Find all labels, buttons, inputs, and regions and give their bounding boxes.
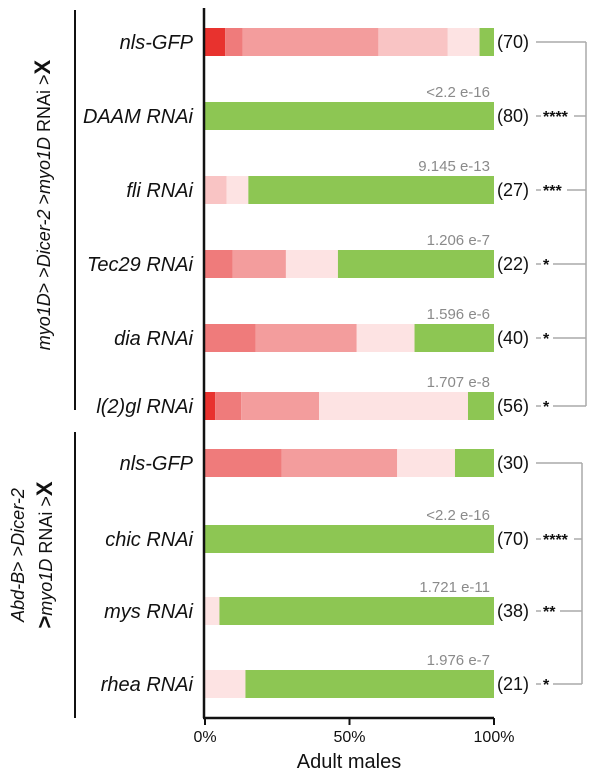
- count-label: (27): [497, 180, 529, 200]
- row-label: dia RNAi: [114, 328, 193, 350]
- bar-segment: [281, 449, 398, 477]
- bar-segment: [205, 250, 233, 278]
- bar-segment: [205, 176, 227, 204]
- significance-stars: *: [543, 677, 550, 694]
- row-label: chic RNAi: [105, 529, 193, 551]
- count-label: (38): [497, 601, 529, 621]
- bar-segment: [225, 28, 243, 56]
- row-label: rhea RNAi: [101, 674, 194, 696]
- bar-segment: [255, 324, 357, 352]
- row-label: DAAM RNAi: [83, 106, 194, 128]
- bar-segment: [378, 28, 448, 56]
- bar-segment: [241, 392, 320, 420]
- group-label-part: Dicer-2: [8, 488, 28, 546]
- group-label-2a: Abd-B> >Dicer-2: [8, 488, 28, 623]
- significance-stars: *: [543, 399, 550, 416]
- group-label-part: X: [30, 59, 55, 74]
- p-value-label: 9.145 e-13: [418, 158, 490, 175]
- significance-stars: ****: [543, 109, 569, 126]
- bar-segment: [205, 597, 220, 625]
- group-label-2b: >myo1D RNAi >X: [32, 481, 57, 628]
- significance-brackets: *****************: [536, 41, 587, 694]
- count-label: (40): [497, 328, 529, 348]
- bar-segment: [337, 250, 494, 278]
- bar-segment: [319, 392, 468, 420]
- count-label: (70): [497, 32, 529, 52]
- bar-segment: [219, 597, 494, 625]
- significance-stars: **: [543, 604, 556, 621]
- p-value-label: 1.976 e-7: [427, 652, 490, 669]
- bar-segment: [205, 449, 282, 477]
- group-label-1-text: myo1D> >Dicer-2 >myo1D RNAi >X: [30, 59, 55, 350]
- group-label-2b-text: >myo1D RNAi >X: [32, 481, 57, 628]
- row-label: fli RNAi: [126, 180, 193, 202]
- annotations: (70) (80) <2.2 e-16 (27) 9.145 e-13 (22) 1.206…: [418, 32, 529, 694]
- row-label: mys RNAi: [104, 601, 193, 623]
- bar-segment: [242, 28, 379, 56]
- count-label: (56): [497, 396, 529, 416]
- row-label: nls-GFP: [120, 32, 194, 54]
- group-label-2a-text: Abd-B> >Dicer-2: [8, 488, 28, 623]
- group-label-part: myo1D: [36, 559, 56, 616]
- p-value-label: 1.206 e-7: [427, 232, 490, 249]
- significance-stars: ***: [543, 183, 562, 200]
- bars: [205, 28, 494, 698]
- group-label-part: myo1D: [34, 293, 54, 350]
- group-label-part: > >: [34, 267, 54, 293]
- x-axis-title: Adult males: [297, 751, 402, 773]
- significance-stars: *: [543, 331, 550, 348]
- bar-segment: [205, 102, 494, 130]
- row-label: l(2)gl RNAi: [96, 396, 193, 418]
- group-label-part: myo1D: [34, 137, 54, 194]
- x-tick-label: 50%: [333, 729, 365, 746]
- bar-segment: [454, 449, 494, 477]
- count-label: (80): [497, 106, 529, 126]
- bar-segment: [245, 670, 494, 698]
- bar-segment: [467, 392, 494, 420]
- p-value-label: <2.2 e-16: [426, 507, 490, 524]
- count-label: (21): [497, 674, 529, 694]
- bar-segment: [205, 28, 226, 56]
- bar-segment: [356, 324, 415, 352]
- count-label: (30): [497, 453, 529, 473]
- row-labels: nls-GFP DAAM RNAi fli RNAi Tec29 RNAi dia RN…: [83, 32, 194, 696]
- p-value-label: 1.721 e-11: [419, 579, 490, 596]
- bar-segment: [447, 28, 480, 56]
- x-tick-label: 100%: [474, 729, 515, 746]
- significance-stars: *: [543, 257, 550, 274]
- group-label-part: Abd-B: [8, 572, 28, 623]
- p-value-label: 1.707 e-8: [427, 374, 490, 391]
- bar-segment: [397, 449, 455, 477]
- bar-segment: [232, 250, 286, 278]
- p-value-label: <2.2 e-16: [426, 84, 490, 101]
- group-label-part: RNAi >: [34, 74, 54, 137]
- bar-segment: [205, 525, 494, 553]
- significance-stars: ****: [543, 532, 569, 549]
- group-label-part: >: [34, 194, 54, 210]
- group-label-part: RNAi >: [36, 496, 56, 559]
- group-label-part: Dicer-2: [34, 210, 54, 268]
- count-label: (70): [497, 529, 529, 549]
- x-ticks: 0% 50% 100%: [193, 718, 514, 746]
- bar-segment: [205, 324, 256, 352]
- bar-segment: [248, 176, 494, 204]
- row-label: Tec29 RNAi: [87, 254, 194, 276]
- bar-segment: [414, 324, 494, 352]
- bar-segment: [205, 670, 246, 698]
- p-value-label: 1.596 e-6: [427, 306, 490, 323]
- group-label-1: myo1D> >Dicer-2 >myo1D RNAi >X: [30, 59, 55, 350]
- row-label: nls-GFP: [120, 453, 194, 475]
- count-label: (22): [497, 254, 529, 274]
- bar-segment: [226, 176, 249, 204]
- x-tick-label: 0%: [193, 729, 216, 746]
- group-label-part: > >: [8, 546, 28, 572]
- bar-segment: [479, 28, 494, 56]
- bar-segment: [215, 392, 242, 420]
- bar-segment: [285, 250, 338, 278]
- group-label-part: >: [32, 616, 57, 629]
- bar-segment: [205, 392, 216, 420]
- group-label-part: X: [32, 481, 57, 496]
